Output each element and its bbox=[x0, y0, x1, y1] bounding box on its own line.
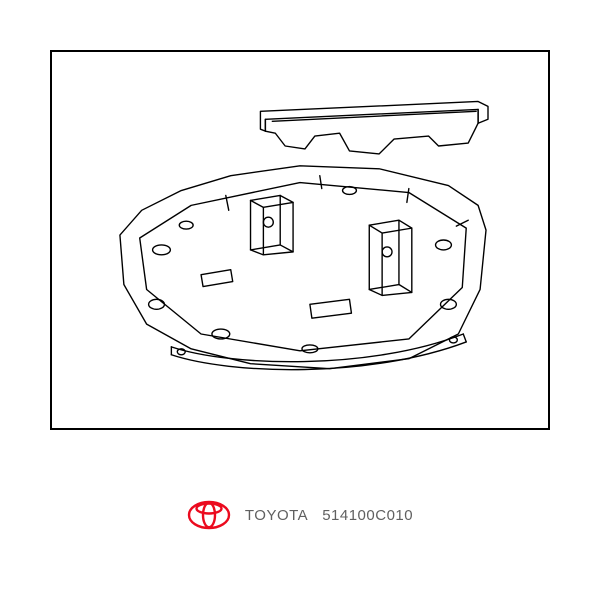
part-diagram-frame bbox=[50, 50, 550, 430]
mount-hole bbox=[149, 299, 165, 309]
main-skid-plate bbox=[120, 166, 486, 370]
toyota-logo-icon bbox=[187, 500, 231, 530]
slot-cutout bbox=[310, 299, 352, 318]
part-number-label: 514100C010 bbox=[322, 507, 413, 524]
right-bracket bbox=[369, 220, 412, 295]
mount-hole bbox=[179, 221, 193, 229]
left-bracket bbox=[251, 195, 294, 254]
upper-rail bbox=[260, 101, 488, 153]
brand-name-label: TOYOTA bbox=[245, 507, 308, 524]
mount-hole bbox=[153, 245, 171, 255]
slot-cutout bbox=[201, 270, 233, 287]
brand-footer: TOYOTA 514100C010 bbox=[0, 500, 600, 530]
part-diagram-svg bbox=[52, 52, 548, 428]
mount-hole bbox=[436, 240, 452, 250]
